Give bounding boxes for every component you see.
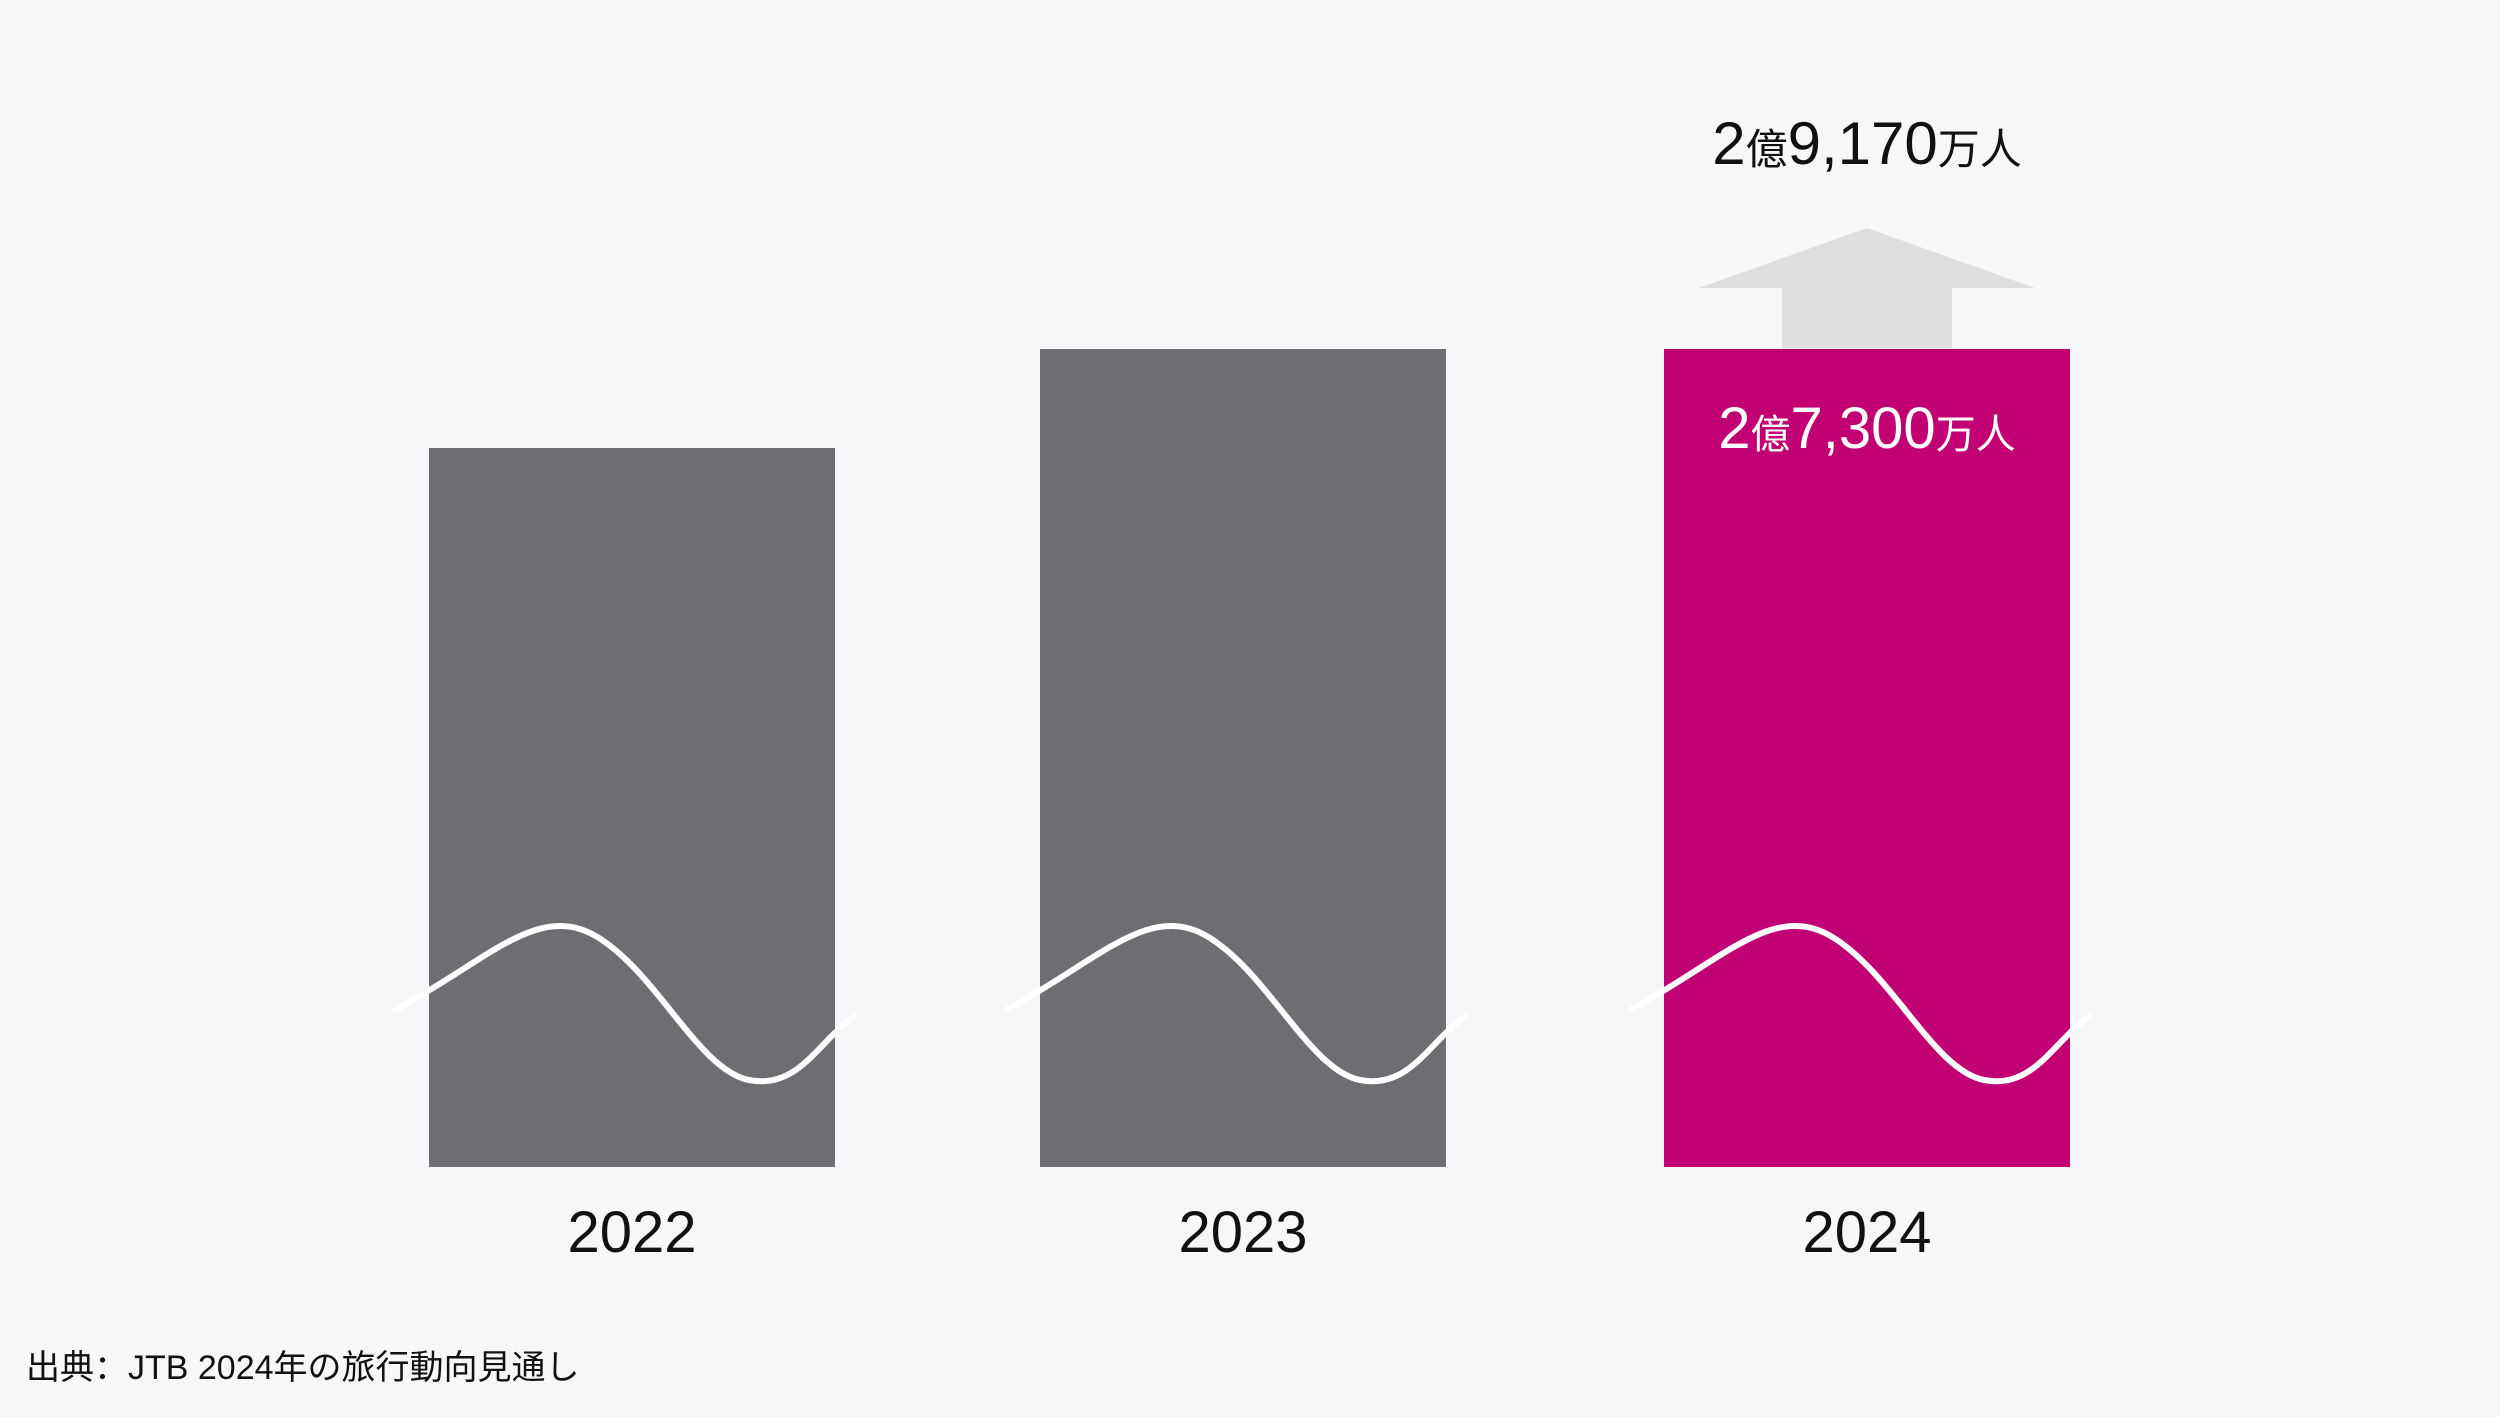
bar-2023 <box>1040 349 1446 1167</box>
source-note: 出典：JTB 2024年の旅行動向見通し <box>26 1349 580 1387</box>
axis-break-wave-2022 <box>392 923 858 1085</box>
projection-value-label: 2億9,170万人 <box>1712 110 2022 177</box>
tick-label-2022: 2022 <box>567 1200 696 1265</box>
data-label-2024: 2億7,300万人 <box>1718 396 2015 461</box>
projection-arrow <box>1699 228 2035 348</box>
tick-label-2023: 2023 <box>1178 1200 1307 1265</box>
bar-2022 <box>429 448 835 1167</box>
axis-break-wave-2023 <box>1003 923 1469 1085</box>
tick-label-2024: 2024 <box>1802 1200 1931 1265</box>
bar-2024 <box>1664 349 2070 1167</box>
axis-break-wave-2024 <box>1627 923 2093 1085</box>
